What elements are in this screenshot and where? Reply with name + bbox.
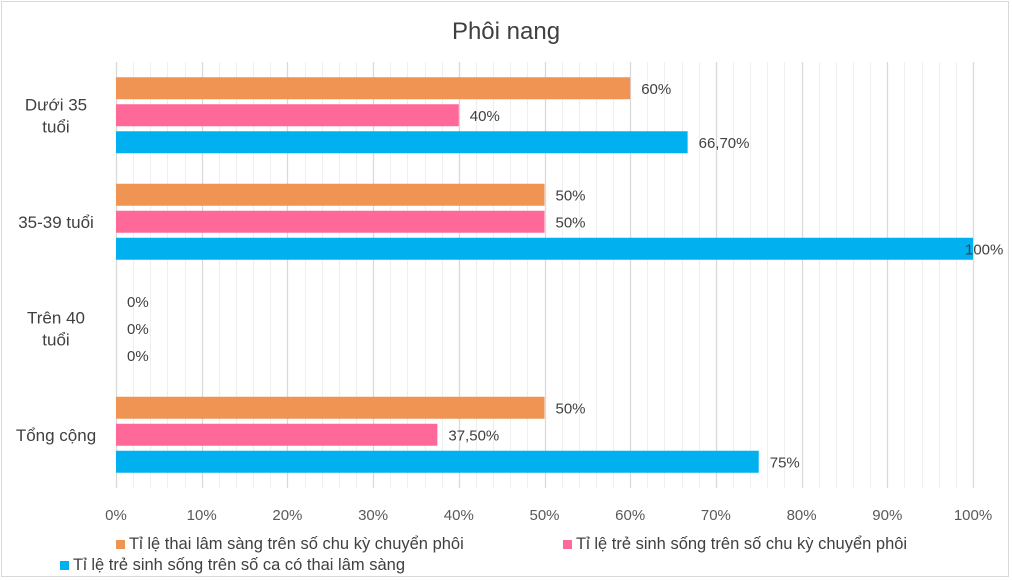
- legend-label: Tỉ lệ thai lâm sàng trên số chu kỳ chuyể…: [129, 535, 464, 553]
- data-label: 50%: [556, 187, 586, 204]
- x-tick-label: 70%: [701, 507, 731, 524]
- bar: [116, 237, 973, 260]
- data-label: 37,50%: [448, 427, 499, 444]
- bar: [116, 104, 459, 127]
- category-label: tuổi: [42, 117, 69, 136]
- bar: [116, 77, 631, 100]
- category-label: Tổng cộng: [16, 426, 96, 445]
- x-tick-label: 90%: [872, 507, 902, 524]
- data-label: 75%: [770, 454, 800, 471]
- bar: [116, 210, 545, 233]
- x-tick-label: 50%: [529, 507, 559, 524]
- legend-label: Tỉ lệ trẻ sinh sống trên số ca có thai l…: [73, 556, 405, 574]
- bar: [116, 396, 545, 419]
- data-label: 60%: [641, 81, 671, 98]
- chart-title: Phôi nang: [451, 18, 561, 45]
- legend-item-live-birth-per-cycle: Tỉ lệ trẻ sinh sống trên số chu kỳ chuyể…: [563, 535, 907, 554]
- data-label: 50%: [556, 400, 586, 417]
- category-label: 35-39 tuổi: [18, 213, 94, 232]
- data-label: 0%: [127, 348, 149, 365]
- category-label: tuổi: [42, 330, 69, 349]
- legend-swatch-pink: [563, 540, 572, 549]
- x-tick-label: 100%: [954, 507, 992, 524]
- data-label: 100%: [965, 241, 1003, 258]
- category-label: Trên 40: [27, 308, 85, 327]
- x-tick-label: 20%: [272, 507, 302, 524]
- x-tick-label: 60%: [615, 507, 645, 524]
- data-label: 66,70%: [699, 135, 750, 152]
- legend-swatch-blue: [60, 561, 69, 570]
- x-tick-label: 10%: [187, 507, 217, 524]
- bar: [116, 423, 438, 446]
- legend-item-clinical-pregnancy: Tỉ lệ thai lâm sàng trên số chu kỳ chuyể…: [116, 535, 464, 554]
- x-tick-label: 0%: [105, 507, 127, 524]
- bar: [116, 450, 759, 473]
- x-tick-label: 30%: [358, 507, 388, 524]
- data-label: 0%: [127, 321, 149, 338]
- x-tick-label: 40%: [444, 507, 474, 524]
- bar: [116, 131, 688, 154]
- bar: [116, 183, 545, 206]
- x-tick-label: 80%: [787, 507, 817, 524]
- legend-swatch-orange: [116, 540, 125, 549]
- data-label: 50%: [556, 214, 586, 231]
- legend-item-live-birth-per-pregnancy: Tỉ lệ trẻ sinh sống trên số ca có thai l…: [60, 556, 405, 575]
- legend-label: Tỉ lệ trẻ sinh sống trên số chu kỳ chuyể…: [576, 535, 908, 553]
- category-label: Dưới 35: [25, 95, 87, 114]
- data-label: 0%: [127, 294, 149, 311]
- data-label: 40%: [470, 108, 500, 125]
